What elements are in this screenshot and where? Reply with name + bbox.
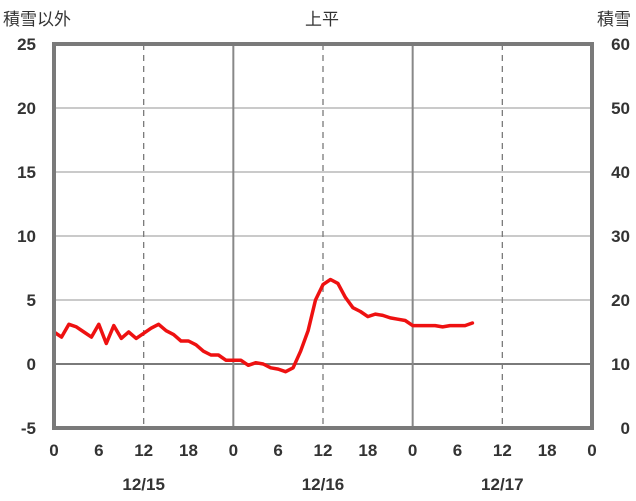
grid [54,44,592,428]
x-tick-label: 18 [538,441,557,460]
x-tick-label: 12 [314,441,333,460]
right-tick-label: 40 [611,163,630,182]
right-tick-label: 10 [611,355,630,374]
left-tick-label: 10 [17,227,36,246]
left-axis: 25 20 15 10 5 0 -5 [17,35,36,438]
right-tick-label: 0 [621,419,630,438]
x-tick-label: 12 [493,441,512,460]
left-tick-label: -5 [21,419,36,438]
left-tick-label: 20 [17,99,36,118]
x-tick-label: 0 [229,441,238,460]
x-tick-label: 6 [94,441,103,460]
series-layer [52,277,475,430]
x-axis: 0 6 12 18 0 6 12 18 0 6 12 18 0 [49,441,596,460]
x-tick-label: 0 [408,441,417,460]
date-label: 12/15 [122,475,165,494]
right-axis-label: 積雪 [597,10,631,30]
x-tick-label: 6 [273,441,282,460]
left-tick-label: 25 [17,35,36,54]
date-label: 12/17 [481,475,524,494]
x-tick-label: 18 [358,441,377,460]
x-tick-label: 0 [587,441,596,460]
x-tick-label: 18 [179,441,198,460]
left-tick-label: 5 [27,291,36,310]
x-tick-label: 0 [49,441,58,460]
x-tick-label: 6 [453,441,462,460]
right-tick-label: 30 [611,227,630,246]
series-line-left [52,277,475,374]
right-axis: 60 50 40 30 20 10 0 [611,35,630,438]
left-tick-label: 15 [17,163,36,182]
date-axis: 12/15 12/16 12/17 [122,475,523,494]
chart-title: 上平 [305,10,339,30]
x-tick-label: 12 [134,441,153,460]
plot-frame [52,42,594,430]
right-tick-label: 60 [611,35,630,54]
left-tick-label: 0 [27,355,36,374]
date-label: 12/16 [302,475,345,494]
right-tick-label: 50 [611,99,630,118]
right-tick-label: 20 [611,291,630,310]
left-axis-label: 積雪以外 [3,10,71,30]
